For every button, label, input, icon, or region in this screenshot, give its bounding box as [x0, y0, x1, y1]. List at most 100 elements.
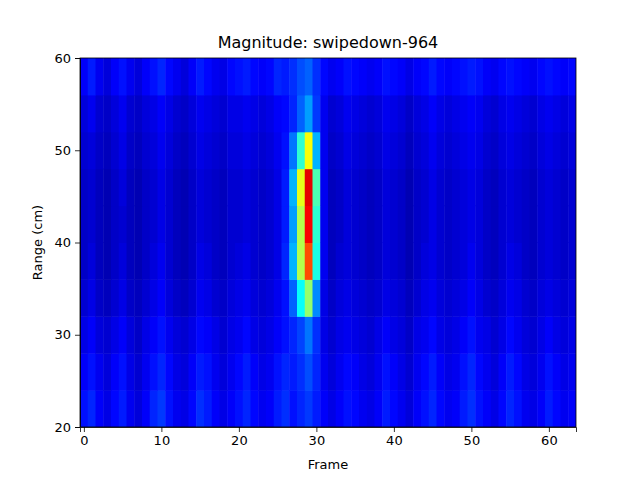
heatmap-cell	[421, 353, 429, 390]
heatmap-cell	[251, 390, 259, 427]
tick-label: 50	[54, 143, 71, 158]
heatmap-cell	[111, 169, 119, 206]
heatmap-cell	[506, 132, 514, 169]
heatmap-cell	[390, 353, 398, 390]
heatmap-cell	[406, 316, 414, 353]
heatmap-cell	[514, 58, 522, 95]
heatmap-cell	[568, 169, 576, 206]
heatmap-cell	[243, 390, 251, 427]
heatmap-cell	[468, 132, 476, 169]
heatmap-cell	[367, 132, 375, 169]
heatmap-cell	[568, 279, 576, 316]
heatmap-cell	[413, 243, 421, 280]
heatmap-cell	[212, 206, 220, 243]
heatmap-cell	[406, 132, 414, 169]
heatmap-cell	[243, 58, 251, 95]
heatmap-cell	[196, 206, 204, 243]
heatmap-cell	[351, 206, 359, 243]
heatmap-cell	[204, 95, 212, 132]
heatmap-cell	[119, 353, 127, 390]
heatmap-cell	[313, 206, 321, 243]
heatmap-cell	[282, 243, 290, 280]
heatmap-cell	[537, 279, 545, 316]
heatmap-cell	[189, 95, 197, 132]
heatmap-cell	[313, 132, 321, 169]
heatmap-cell	[460, 169, 468, 206]
heatmap-cell	[274, 316, 282, 353]
heatmap-cell	[514, 243, 522, 280]
heatmap-cell	[499, 169, 507, 206]
heatmap-cell	[522, 316, 530, 353]
heatmap-cell	[88, 243, 96, 280]
heatmap-cell	[173, 316, 181, 353]
heatmap-cell	[398, 206, 406, 243]
tick-label: 20	[54, 420, 71, 435]
heatmap-cell	[212, 279, 220, 316]
heatmap-cell	[336, 132, 344, 169]
heatmap-cell	[530, 169, 538, 206]
heatmap-cell	[158, 206, 166, 243]
heatmap-cell	[266, 279, 274, 316]
heatmap-cell	[313, 95, 321, 132]
heatmap-cell	[150, 132, 158, 169]
heatmap-cell	[375, 390, 383, 427]
heatmap-cell	[568, 316, 576, 353]
heatmap-cell	[165, 95, 173, 132]
heatmap-cell	[313, 316, 321, 353]
heatmap-cell	[212, 353, 220, 390]
x-axis: 0102030405060	[80, 427, 576, 448]
heatmap-cell	[522, 95, 530, 132]
heatmap-cell	[158, 132, 166, 169]
tick: 30	[309, 427, 326, 448]
heatmap-cell	[204, 316, 212, 353]
heatmap-cell	[468, 243, 476, 280]
heatmap-cell	[258, 132, 266, 169]
heatmap-cell	[165, 353, 173, 390]
heatmap-cell	[189, 279, 197, 316]
heatmap-cell	[181, 279, 189, 316]
heatmap-cell	[413, 58, 421, 95]
heatmap-cell	[235, 58, 243, 95]
heatmap-cell	[537, 390, 545, 427]
tick: 20	[231, 427, 248, 448]
heatmap-cell	[537, 353, 545, 390]
heatmap-cell	[274, 58, 282, 95]
heatmap-cell	[251, 206, 259, 243]
heatmap-cell	[351, 132, 359, 169]
heatmap-cell	[545, 132, 553, 169]
heatmap-cell	[452, 243, 460, 280]
heatmap-cell	[460, 206, 468, 243]
tick-label: 40	[54, 235, 71, 250]
heatmap-cell	[328, 132, 336, 169]
heatmap-cell	[243, 279, 251, 316]
heatmap-cell	[297, 353, 305, 390]
heatmap-cell	[444, 206, 452, 243]
heatmap-cell	[196, 132, 204, 169]
heatmap-cell	[530, 132, 538, 169]
heatmap-cell	[328, 390, 336, 427]
heatmap-cell	[444, 169, 452, 206]
heatmap-cell	[398, 390, 406, 427]
tick-mark	[316, 427, 317, 432]
heatmap-cell	[313, 169, 321, 206]
heatmap-cell	[150, 390, 158, 427]
tick: 10	[154, 427, 171, 448]
axis-line	[81, 428, 577, 433]
heatmap-cell	[313, 279, 321, 316]
heatmap-cell	[274, 95, 282, 132]
heatmap-cell	[103, 279, 111, 316]
heatmap-cell	[103, 353, 111, 390]
heatmap-cell	[142, 58, 150, 95]
heatmap-cell	[382, 316, 390, 353]
heatmap-cell	[483, 279, 491, 316]
heatmap-cell	[398, 58, 406, 95]
heatmap-cell	[134, 58, 142, 95]
heatmap-cell	[258, 169, 266, 206]
heatmap-cell	[491, 169, 499, 206]
heatmap-cell	[406, 169, 414, 206]
heatmap-cell	[545, 58, 553, 95]
heatmap-cell	[367, 169, 375, 206]
heatmap-cell	[96, 353, 104, 390]
heatmap-cell	[165, 316, 173, 353]
heatmap-cell	[452, 169, 460, 206]
